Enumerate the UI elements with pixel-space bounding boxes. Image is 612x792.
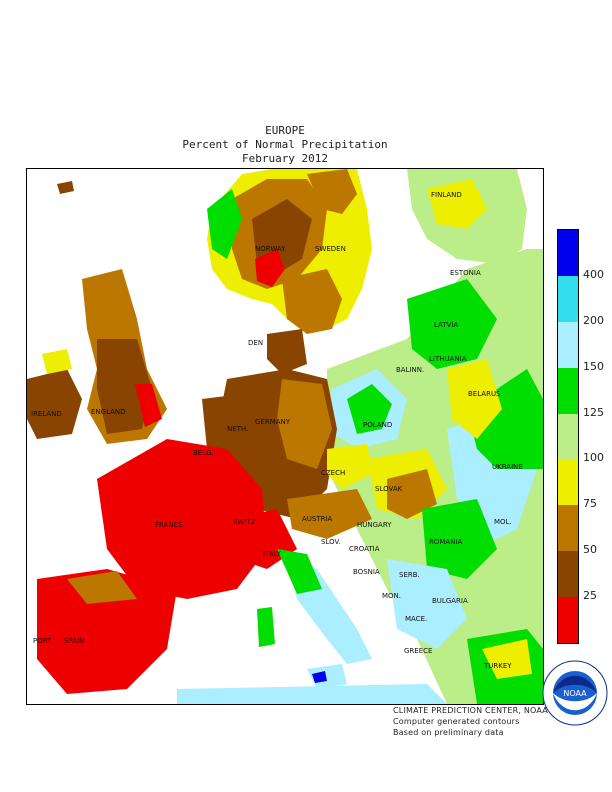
legend-swatch: [558, 321, 578, 369]
label-poland: POLAND: [363, 421, 392, 429]
map-title: Percent of Normal Precipitation: [182, 138, 388, 151]
benelux-region: [202, 394, 252, 459]
label-italy: ITALY: [263, 550, 282, 558]
label-moldova: MOL.: [494, 518, 512, 526]
denmark-region: [267, 329, 307, 374]
label-portugal: PORT.: [33, 637, 53, 645]
east-england-red: [135, 384, 162, 427]
romania-green-zone: [422, 499, 497, 579]
label-bosnia: BOSNIA: [353, 568, 380, 576]
ireland-region: [27, 369, 82, 439]
label-germany: GERMANY: [255, 418, 291, 426]
label-romania: ROMANIA: [429, 538, 463, 546]
turkey-yellow: [482, 639, 532, 679]
hungary-brown-zone: [387, 469, 437, 519]
norway-red-zone: [255, 249, 285, 287]
balkan-cyan-zone: [387, 559, 467, 649]
sardinia-region: [257, 607, 275, 647]
label-belarus: BELARUS: [468, 390, 501, 398]
legend-swatch: [558, 230, 578, 277]
label-austria: AUSTRIA: [302, 515, 333, 523]
czech-yellow-zone: [327, 444, 372, 489]
great-britain-dark: [97, 339, 152, 434]
label-slovenia: SLOV.: [321, 538, 341, 546]
legend-tick-label: 50: [583, 543, 597, 557]
legend-tick-label: 25: [583, 589, 597, 603]
iceland-spot: [57, 181, 74, 194]
legend-swatch: [558, 413, 578, 460]
label-czech: CZECH: [321, 469, 345, 477]
austria-brown-zone: [287, 489, 372, 539]
label-switzerland: SWITZ.: [233, 518, 258, 526]
map-canvas: NORWAY SWEDEN FINLAND ESTONIA LATVIA LIT…: [27, 169, 543, 704]
label-croatia: CROATIA: [349, 545, 380, 553]
france-region: [97, 439, 267, 599]
label-bulgaria: BULGARIA: [432, 597, 468, 605]
legend-swatch: [558, 597, 578, 644]
credit-contours: Computer generated contours: [393, 717, 520, 726]
precipitation-legend: [557, 229, 579, 644]
label-norway: NORWAY: [255, 245, 286, 253]
label-turkey: TURKEY: [483, 662, 512, 670]
sicily-region: [307, 664, 347, 689]
ireland-yellow: [42, 349, 72, 374]
label-montenegro: MON.: [382, 592, 401, 600]
label-hungary: HUNGARY: [357, 521, 392, 529]
belarus-yellow-zone: [447, 359, 502, 439]
label-finland: FINLAND: [431, 191, 462, 199]
label-spain: SPAIN: [64, 637, 84, 645]
label-ireland: IRELAND: [31, 410, 62, 418]
legend-tick-label: 100: [583, 451, 604, 465]
label-slovakia: SLOVAK: [375, 485, 403, 493]
ukraine-green-zone: [467, 369, 543, 469]
label-sweden: SWEDEN: [315, 245, 346, 253]
poland-green-zone: [347, 384, 392, 434]
credit-cpc: CLIMATE PREDICTION CENTER, NOAA: [393, 706, 548, 715]
north-africa-strip: [177, 684, 447, 704]
legend-tick-label: 75: [583, 497, 597, 511]
baltic-green-zone: [407, 279, 497, 369]
label-latvia: LATVIA: [434, 321, 458, 329]
legend-swatch: [558, 459, 578, 506]
label-belgium: BELG.: [193, 449, 214, 457]
label-ukraine: UKRAINE: [492, 463, 523, 471]
noaa-logo: NOAA: [542, 660, 608, 726]
sicily-blue-spot: [312, 671, 327, 683]
iberia-region: [37, 569, 177, 694]
legend-tick-label: 200: [583, 313, 604, 327]
precipitation-map: NORWAY SWEDEN FINLAND ESTONIA LATVIA LIT…: [26, 168, 544, 705]
label-france: FRANCE: [155, 521, 183, 529]
legend-swatch: [558, 275, 578, 323]
label-estonia: ESTONIA: [450, 269, 481, 277]
germany-brown-zone: [277, 379, 332, 469]
label-netherlands: NETH.: [227, 425, 248, 433]
label-greece: GREECE: [404, 647, 432, 655]
legend-tick-label: 125: [583, 405, 604, 419]
map-region-title: EUROPE: [265, 124, 305, 137]
finland-yellow: [427, 179, 487, 229]
noaa-logo-text: NOAA: [563, 689, 587, 698]
sweden-green-zone: [207, 189, 242, 259]
legend-swatch: [558, 551, 578, 598]
label-denmark: DEN: [248, 339, 263, 347]
credit-preliminary: Based on preliminary data: [393, 728, 504, 737]
label-kaliningrad: BALINN.: [396, 366, 424, 374]
map-period: February 2012: [241, 152, 329, 165]
label-serbia: SERB.: [399, 571, 420, 579]
italy-green-zone: [277, 549, 322, 594]
label-england: ENGLAND: [91, 408, 126, 416]
label-macedonia: MACE.: [405, 615, 427, 623]
iberia-brown-strip: [67, 571, 137, 604]
legend-tick-label: 400: [583, 267, 604, 281]
sweden-brown-zone: [282, 269, 342, 334]
sweden-north-brown: [307, 169, 357, 214]
legend-swatch: [558, 505, 578, 552]
legend-tick-label: 150: [583, 359, 604, 373]
label-lithuania: LITHUANIA: [429, 355, 467, 363]
legend-swatch: [558, 367, 578, 415]
